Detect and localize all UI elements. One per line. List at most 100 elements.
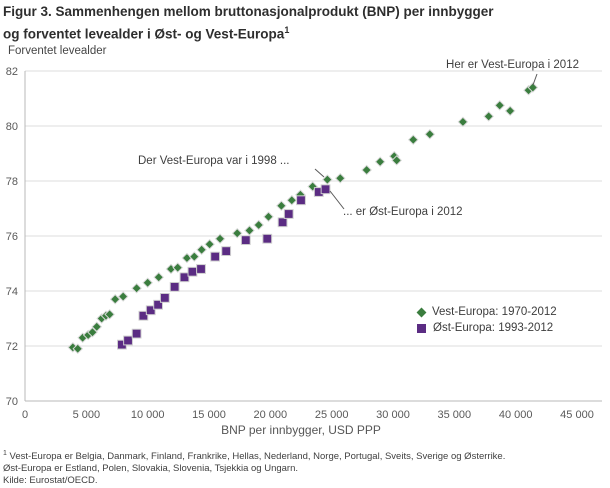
- data-point-ost-europa: [145, 305, 156, 316]
- data-point-vest-europa: [91, 321, 103, 333]
- data-point-vest-europa: [391, 155, 402, 166]
- y-tick-label: 74: [6, 286, 18, 298]
- data-point-ost-europa: [117, 339, 127, 350]
- data-point-vest-europa: [407, 134, 419, 146]
- data-point-vest-europa: [388, 150, 400, 162]
- x-tick-label: 5 000: [73, 409, 101, 421]
- x-tick-label: 20 000: [254, 409, 288, 421]
- data-point-ost-europa: [296, 195, 306, 206]
- data-point-vest-europa: [172, 262, 184, 273]
- data-point-ost-europa: [262, 233, 273, 244]
- data-point-ost-europa: [138, 310, 149, 321]
- data-point-vest-europa: [374, 156, 386, 168]
- data-point-ost-europa: [131, 328, 142, 339]
- footnote-marker: 1: [3, 450, 7, 457]
- data-point-vest-europa: [457, 116, 469, 128]
- x-axis-title: BNP per innbygger, USD PPP: [221, 423, 381, 437]
- data-point-vest-europa: [204, 238, 215, 250]
- data-point-vest-europa: [181, 252, 193, 264]
- data-point-ost-europa: [153, 299, 163, 310]
- y-tick-label: 70: [6, 396, 18, 408]
- x-tick-label: 35 000: [438, 409, 472, 421]
- data-point-vest-europa: [72, 343, 84, 355]
- y-tick-label: 82: [6, 66, 18, 78]
- data-point-vest-europa: [67, 342, 79, 353]
- x-tick-label: 0: [22, 409, 28, 421]
- x-tick-label: 10 000: [131, 409, 165, 421]
- data-point-vest-europa: [334, 172, 346, 184]
- data-point-vest-europa: [153, 271, 165, 283]
- data-point-ost-europa: [169, 281, 180, 292]
- data-point-ost-europa: [159, 292, 170, 303]
- x-tick-label: 30 000: [376, 409, 410, 421]
- data-point-vest-europa: [307, 181, 318, 192]
- footnote-line-1: 1 Vest-Europa er Belgia, Danmark, Finlan…: [3, 450, 506, 463]
- data-point-vest-europa: [295, 189, 306, 201]
- data-point-vest-europa: [361, 164, 372, 176]
- data-point-ost-europa: [240, 235, 251, 246]
- y-tick-label: 72: [6, 341, 18, 353]
- title-footnote-marker: 1: [284, 25, 290, 35]
- data-point-ost-europa: [221, 246, 232, 257]
- data-point-vest-europa: [109, 293, 121, 305]
- data-point-vest-europa: [483, 111, 494, 122]
- data-point-vest-europa: [104, 309, 115, 320]
- footnote-line-3: Kilde: Eurostat/OECD.: [3, 475, 98, 487]
- data-point-ost-europa: [277, 217, 288, 228]
- data-point-vest-europa: [494, 100, 506, 111]
- footnote-line-2: Øst-Europa er Estland, Polen, Slovakia, …: [3, 463, 299, 475]
- data-point-vest-europa: [244, 225, 255, 236]
- data-point-vest-europa: [142, 277, 153, 289]
- x-tick-label: 45 000: [560, 409, 594, 421]
- footnotes: 1 Vest-Europa er Belgia, Danmark, Finlan…: [3, 448, 607, 487]
- data-point-vest-europa: [82, 329, 94, 341]
- y-tick-label: 78: [6, 176, 18, 188]
- data-point-vest-europa: [117, 291, 129, 302]
- annotation-leader-line: [532, 73, 538, 86]
- data-point-ost-europa: [179, 272, 190, 283]
- data-point-ost-europa: [196, 264, 206, 274]
- data-point-vest-europa: [214, 233, 226, 245]
- data-point-ost-europa: [210, 251, 221, 262]
- data-point-vest-europa: [165, 263, 177, 275]
- x-tick-label: 15 000: [192, 409, 226, 421]
- data-point-vest-europa: [253, 219, 264, 231]
- data-point-vest-europa: [231, 227, 243, 239]
- x-tick-label: 40 000: [499, 409, 533, 421]
- data-point-vest-europa: [424, 128, 436, 140]
- y-tick-label: 76: [6, 231, 18, 243]
- data-point-vest-europa: [523, 84, 534, 96]
- annotation-vest-europa-2012: Her er Vest-Europa i 2012: [446, 59, 579, 71]
- data-point-vest-europa: [286, 194, 298, 206]
- legend-item-vest-europa: Vest-Europa: 1970-2012: [416, 304, 557, 320]
- data-point-vest-europa: [504, 105, 516, 117]
- data-point-vest-europa: [263, 211, 274, 223]
- data-point-vest-europa: [527, 82, 539, 93]
- diamond-marker-icon: [416, 307, 427, 317]
- data-point-vest-europa: [77, 332, 88, 344]
- data-point-vest-europa: [96, 313, 107, 324]
- figure-title-line1: Figur 3. Sammenhengen mellom bruttonasjo…: [3, 4, 494, 19]
- legend-label-ost-europa: Øst-Europa: 1993-2012: [433, 322, 554, 334]
- annotation-ost-europa-2012: ... er Øst-Europa i 2012: [343, 206, 463, 218]
- legend-label-vest-europa: Vest-Europa: 1970-2012: [432, 306, 557, 318]
- square-marker-icon: [417, 323, 426, 333]
- data-point-ost-europa: [313, 187, 324, 197]
- data-point-ost-europa: [123, 335, 133, 346]
- y-axis-unit-label: Forventet levealder: [8, 45, 107, 57]
- annotation-leader-line: [329, 190, 345, 210]
- data-point-vest-europa: [196, 244, 207, 256]
- data-point-vest-europa: [322, 174, 333, 185]
- data-point-ost-europa: [320, 184, 331, 195]
- annotation-vest-europa-1998: Der Vest-Europa var i 1998 ...: [138, 155, 290, 167]
- x-tick-label: 25 000: [315, 409, 349, 421]
- figure-title-line2: og forventet levealder i Øst- og Vest-Eu…: [3, 26, 285, 42]
- data-point-ost-europa: [283, 209, 294, 219]
- data-point-vest-europa: [131, 282, 142, 294]
- legend-item-ost-europa: Øst-Europa: 1993-2012: [417, 320, 557, 336]
- annotation-leader-line: [314, 168, 325, 178]
- y-tick-label: 80: [6, 121, 18, 133]
- figure-title: Figur 3. Sammenhengen mellom bruttonasjo…: [3, 2, 603, 44]
- chart-legend: Vest-Europa: 1970-2012 Øst-Europa: 1993-…: [416, 304, 557, 336]
